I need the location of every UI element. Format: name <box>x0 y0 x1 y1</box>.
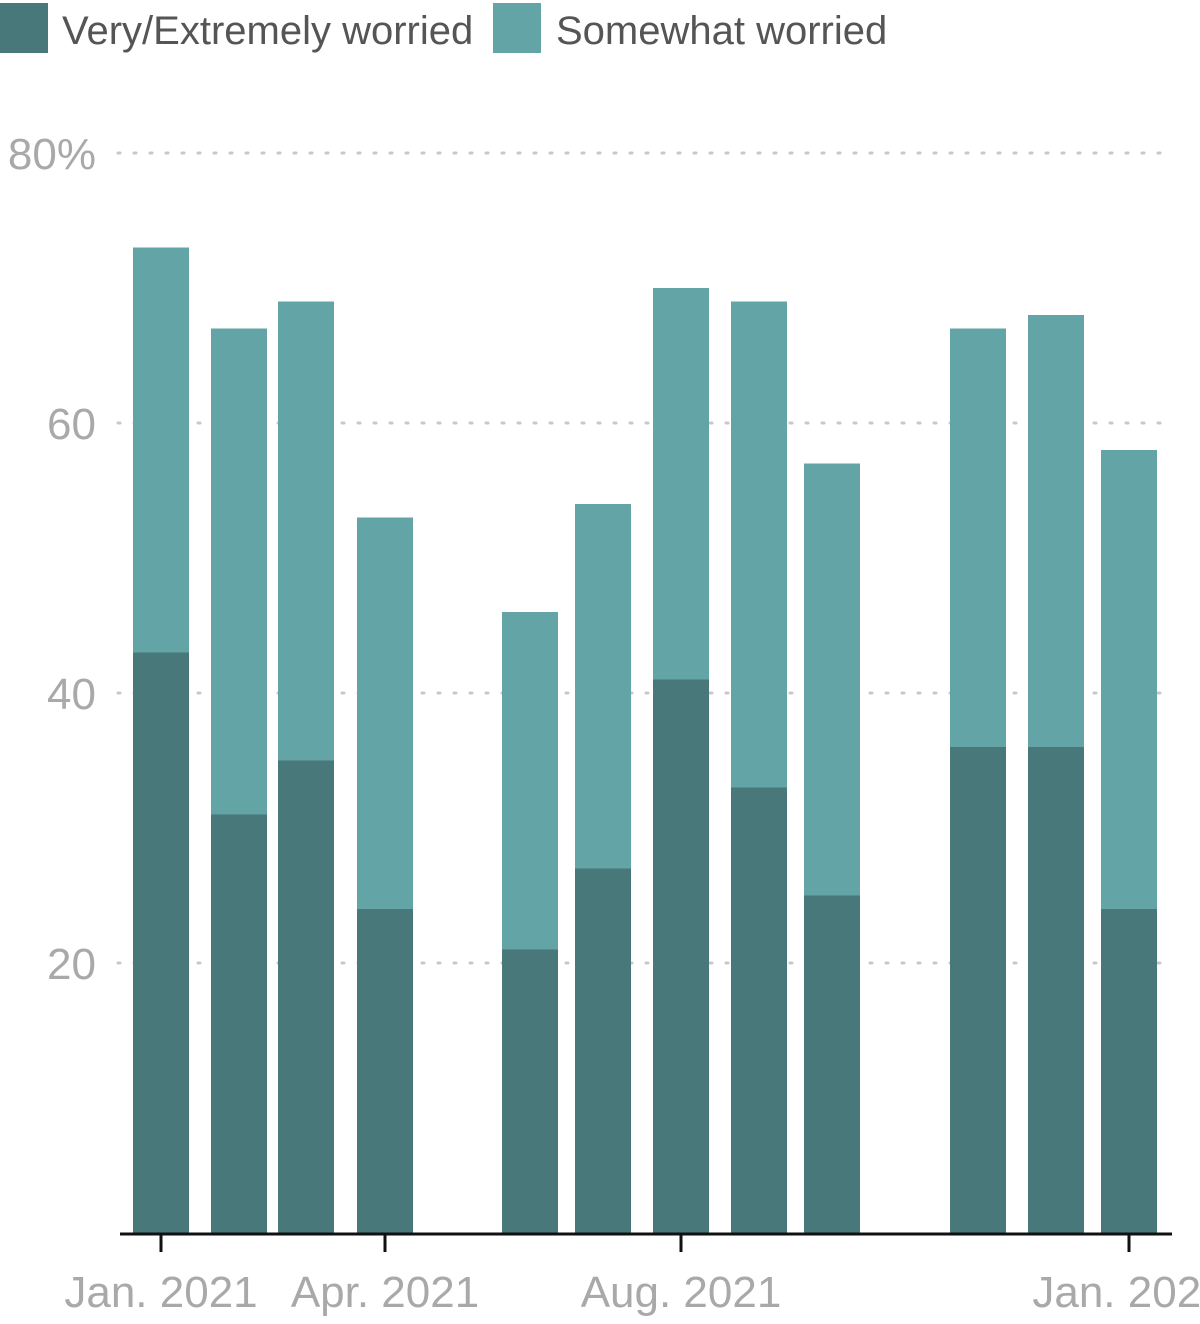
bar-very-extremely-worried-3 <box>357 909 413 1233</box>
bar-somewhat-worried-6 <box>653 288 709 680</box>
bar-very-extremely-worried-10 <box>1028 747 1084 1233</box>
bar-very-extremely-worried-5 <box>575 868 631 1233</box>
bar-somewhat-worried-8 <box>804 463 860 896</box>
y-tick-label-40: 40 <box>47 670 96 719</box>
bar-very-extremely-worried-8 <box>804 895 860 1233</box>
bar-very-extremely-worried-11 <box>1101 909 1157 1233</box>
legend-swatch-somewhat-worried <box>493 3 541 53</box>
x-tick-label-3: Jan. 2022 <box>1032 1268 1200 1317</box>
y-tick-label-60: 60 <box>47 400 96 449</box>
bar-somewhat-worried-7 <box>731 301 787 788</box>
bar-somewhat-worried-10 <box>1028 315 1084 747</box>
bar-very-extremely-worried-7 <box>731 787 787 1233</box>
bars <box>133 247 1157 1233</box>
bar-very-extremely-worried-6 <box>653 679 709 1233</box>
bar-very-extremely-worried-4 <box>502 949 558 1233</box>
legend: Very/Extremely worried Somewhat worried <box>0 3 887 53</box>
legend-swatch-very-extremely-worried <box>0 3 48 53</box>
bar-somewhat-worried-5 <box>575 504 631 869</box>
y-axis-ticks: 20 40 60 80% <box>8 130 96 989</box>
x-tick-label-2: Aug. 2021 <box>581 1268 782 1317</box>
bar-somewhat-worried-4 <box>502 612 558 950</box>
bar-very-extremely-worried-1 <box>211 814 267 1233</box>
bar-very-extremely-worried-9 <box>950 747 1006 1233</box>
y-tick-label-20: 20 <box>47 940 96 989</box>
x-tick-label-0: Jan. 2021 <box>64 1268 257 1317</box>
gridlines <box>116 151 1174 965</box>
bar-very-extremely-worried-0 <box>133 652 189 1233</box>
legend-label-somewhat-worried: Somewhat worried <box>556 9 887 53</box>
y-tick-label-80: 80% <box>8 130 96 179</box>
bar-somewhat-worried-9 <box>950 328 1006 747</box>
bar-somewhat-worried-1 <box>211 328 267 815</box>
bar-very-extremely-worried-2 <box>278 760 334 1233</box>
bar-somewhat-worried-0 <box>133 247 189 653</box>
bar-somewhat-worried-2 <box>278 301 334 761</box>
x-tick-label-1: Apr. 2021 <box>291 1268 479 1317</box>
bar-somewhat-worried-3 <box>357 517 413 909</box>
x-axis: Jan. 2021 Apr. 2021 Aug. 2021 Jan. 2022 <box>64 1232 1200 1317</box>
bar-somewhat-worried-11 <box>1101 450 1157 909</box>
legend-label-very-extremely-worried: Very/Extremely worried <box>62 9 473 53</box>
